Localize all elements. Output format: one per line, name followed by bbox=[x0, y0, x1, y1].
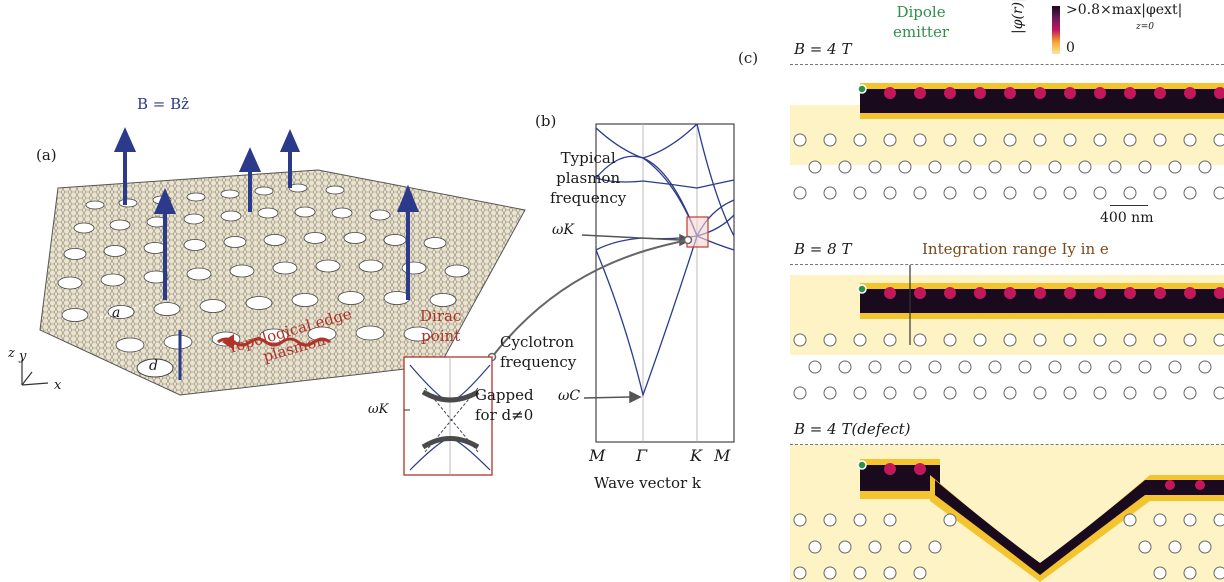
scale-bar bbox=[1110, 205, 1148, 206]
panel-label-a: (a) bbox=[36, 146, 57, 164]
x-axis-label: Wave vector k bbox=[594, 474, 702, 492]
field-map-defect bbox=[790, 444, 1224, 582]
dirac-line1: Dirac bbox=[420, 307, 462, 325]
lattice-constant-label: a bbox=[112, 305, 121, 321]
dipole-line2: emitter bbox=[893, 23, 950, 41]
field-map-b4-drawing bbox=[790, 83, 1224, 200]
xtick-m-right: M bbox=[714, 446, 731, 465]
cyclotron-line2: frequency bbox=[500, 353, 577, 371]
omega-c-label: ωC bbox=[558, 388, 581, 404]
axis-y-label: y bbox=[19, 349, 27, 364]
axis-x-label: x bbox=[54, 378, 62, 393]
colorbar-quantity-label: |φ(r)| bbox=[1010, 0, 1026, 34]
colorbar-min-label: 0 bbox=[1066, 40, 1075, 56]
xtick-m-left: M bbox=[589, 446, 606, 465]
typical-line1: Typical bbox=[560, 149, 616, 167]
gapped-line2: for d≠0 bbox=[475, 406, 534, 424]
dirac-line2: point bbox=[421, 327, 461, 345]
field-map-b4 bbox=[790, 64, 1224, 203]
xtick-k: K bbox=[690, 446, 702, 465]
panel2-title: B = 8 T bbox=[794, 240, 852, 258]
omega-k-label: ωK bbox=[552, 222, 574, 238]
dirac-highlight-box bbox=[686, 216, 709, 248]
gapped-label: Gapped for d≠0 bbox=[475, 385, 534, 425]
inset-omega-k-label: ωK bbox=[368, 402, 389, 417]
colorbar-max-label: >0.8×max|φext| bbox=[1066, 2, 1183, 18]
colorbar-sub-label: z=0 bbox=[1136, 22, 1155, 32]
typical-plasmon-label: Typical plasmon frequency bbox=[550, 148, 626, 208]
inset-gapped-lower bbox=[421, 436, 480, 450]
panel1-title: B = 4 T bbox=[794, 40, 852, 58]
typical-line2: plasmon bbox=[556, 169, 621, 187]
typical-line3: frequency bbox=[550, 189, 627, 207]
panel-label-c: (c) bbox=[738, 49, 759, 67]
inset-connector bbox=[491, 239, 689, 358]
field-label: B = Bẑ bbox=[137, 95, 190, 113]
dipole-emitter-label: Dipole emitter bbox=[893, 2, 949, 42]
colorbar bbox=[1052, 6, 1060, 54]
integration-range-label: Integration range Iy in e bbox=[922, 240, 1109, 258]
b-field-arrows bbox=[113, 127, 419, 380]
pointer-arrows bbox=[581, 233, 692, 404]
xyz-axes-icon bbox=[21, 360, 49, 386]
gapped-line1: Gapped bbox=[475, 386, 534, 404]
scale-bar-label: 400 nm bbox=[1100, 210, 1154, 226]
panel-label-b: (b) bbox=[535, 112, 557, 130]
cyclotron-line1: Cyclotron bbox=[500, 333, 575, 351]
defect-size-label: d bbox=[149, 358, 158, 374]
field-map-b8-drawing bbox=[790, 265, 1224, 400]
field-map-defect-drawing bbox=[790, 445, 1224, 582]
xtick-gamma: Γ bbox=[636, 446, 648, 465]
panel3-title: B = 4 T(defect) bbox=[794, 420, 911, 438]
field-map-b8 bbox=[790, 264, 1224, 403]
dipole-line1: Dipole bbox=[896, 3, 946, 21]
edge-plasmon-wave bbox=[217, 337, 331, 347]
dirac-point-label: Dirac point bbox=[420, 306, 461, 346]
inset-gapped-upper bbox=[421, 389, 480, 403]
inset-dashed-cross bbox=[424, 387, 479, 453]
cyclotron-label: Cyclotron frequency bbox=[500, 332, 576, 372]
band-frame bbox=[595, 123, 735, 443]
axis-z-label: z bbox=[8, 346, 15, 361]
